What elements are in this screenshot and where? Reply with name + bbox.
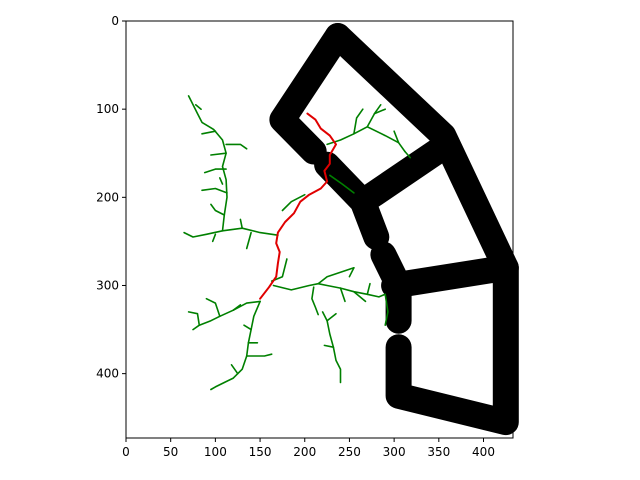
axes-background: [126, 21, 513, 438]
y-tick-label: 200: [96, 190, 119, 204]
tree-branch: [311, 286, 320, 316]
x-tick-label: 150: [249, 445, 272, 459]
tree-branch: [243, 324, 252, 331]
x-tick-label: 350: [427, 445, 450, 459]
obstacle-wall: [349, 134, 457, 215]
tree-branch: [201, 187, 228, 194]
y-axis: 0 100 200 300 400: [96, 14, 126, 381]
path-layer: [259, 112, 337, 300]
x-tick-label: 100: [204, 445, 227, 459]
x-axis: 0 50 100 150 200 250 300 350 400: [122, 438, 495, 459]
tree-branch: [323, 344, 335, 349]
y-tick-label: 100: [96, 102, 119, 116]
tree-branch: [384, 293, 389, 327]
obstacle-wall: [381, 254, 519, 436]
tree-branch: [328, 174, 355, 194]
tree-branch: [232, 304, 242, 312]
tree-branch: [221, 227, 279, 236]
tree-layer: [183, 95, 412, 391]
axes-frame: [125, 20, 514, 439]
tree-branch: [219, 177, 224, 185]
tree-branch: [205, 297, 221, 318]
tree-branch: [239, 218, 243, 229]
tree-branch: [211, 233, 217, 243]
tree-branch: [183, 95, 228, 238]
obstacle-wall: [269, 23, 351, 165]
tree-branch: [281, 193, 306, 212]
tree-branch: [187, 311, 201, 327]
obstacle-layer: [269, 23, 519, 436]
tree-branch: [353, 290, 367, 303]
tree-branch: [366, 282, 371, 296]
tree-branch: [230, 363, 239, 375]
tree-branch: [339, 287, 346, 303]
tree-branch: [366, 126, 406, 153]
tree-branch: [404, 150, 412, 159]
tree-branch: [210, 203, 226, 216]
tree-branch: [353, 108, 364, 135]
x-tick-label: 200: [293, 445, 316, 459]
tree-branch: [326, 312, 337, 322]
tree-branch: [210, 300, 261, 391]
x-tick-label: 300: [383, 445, 406, 459]
tree-branch: [225, 143, 248, 150]
tree-branch: [317, 266, 355, 285]
x-tick-label: 250: [338, 445, 361, 459]
y-tick-label: 0: [111, 14, 119, 28]
tree-branch: [245, 231, 252, 250]
y-tick-label: 400: [96, 367, 119, 381]
x-tick-label: 400: [472, 445, 495, 459]
tree-branch: [272, 282, 387, 298]
tree-branch: [210, 152, 227, 156]
tree-branch: [245, 353, 273, 357]
x-tick-label: 50: [163, 445, 178, 459]
tree-branch: [348, 266, 355, 278]
plot-area: [126, 21, 519, 438]
tree-branch: [203, 168, 227, 174]
tree-branch: [326, 104, 382, 146]
tree-branch: [373, 108, 387, 115]
solution-path: [259, 112, 337, 300]
tree-branch: [393, 130, 400, 144]
tree-branch: [201, 130, 217, 135]
y-tick-label: 300: [96, 278, 119, 292]
tree-branch: [194, 104, 202, 110]
x-tick-label: 0: [122, 445, 130, 459]
